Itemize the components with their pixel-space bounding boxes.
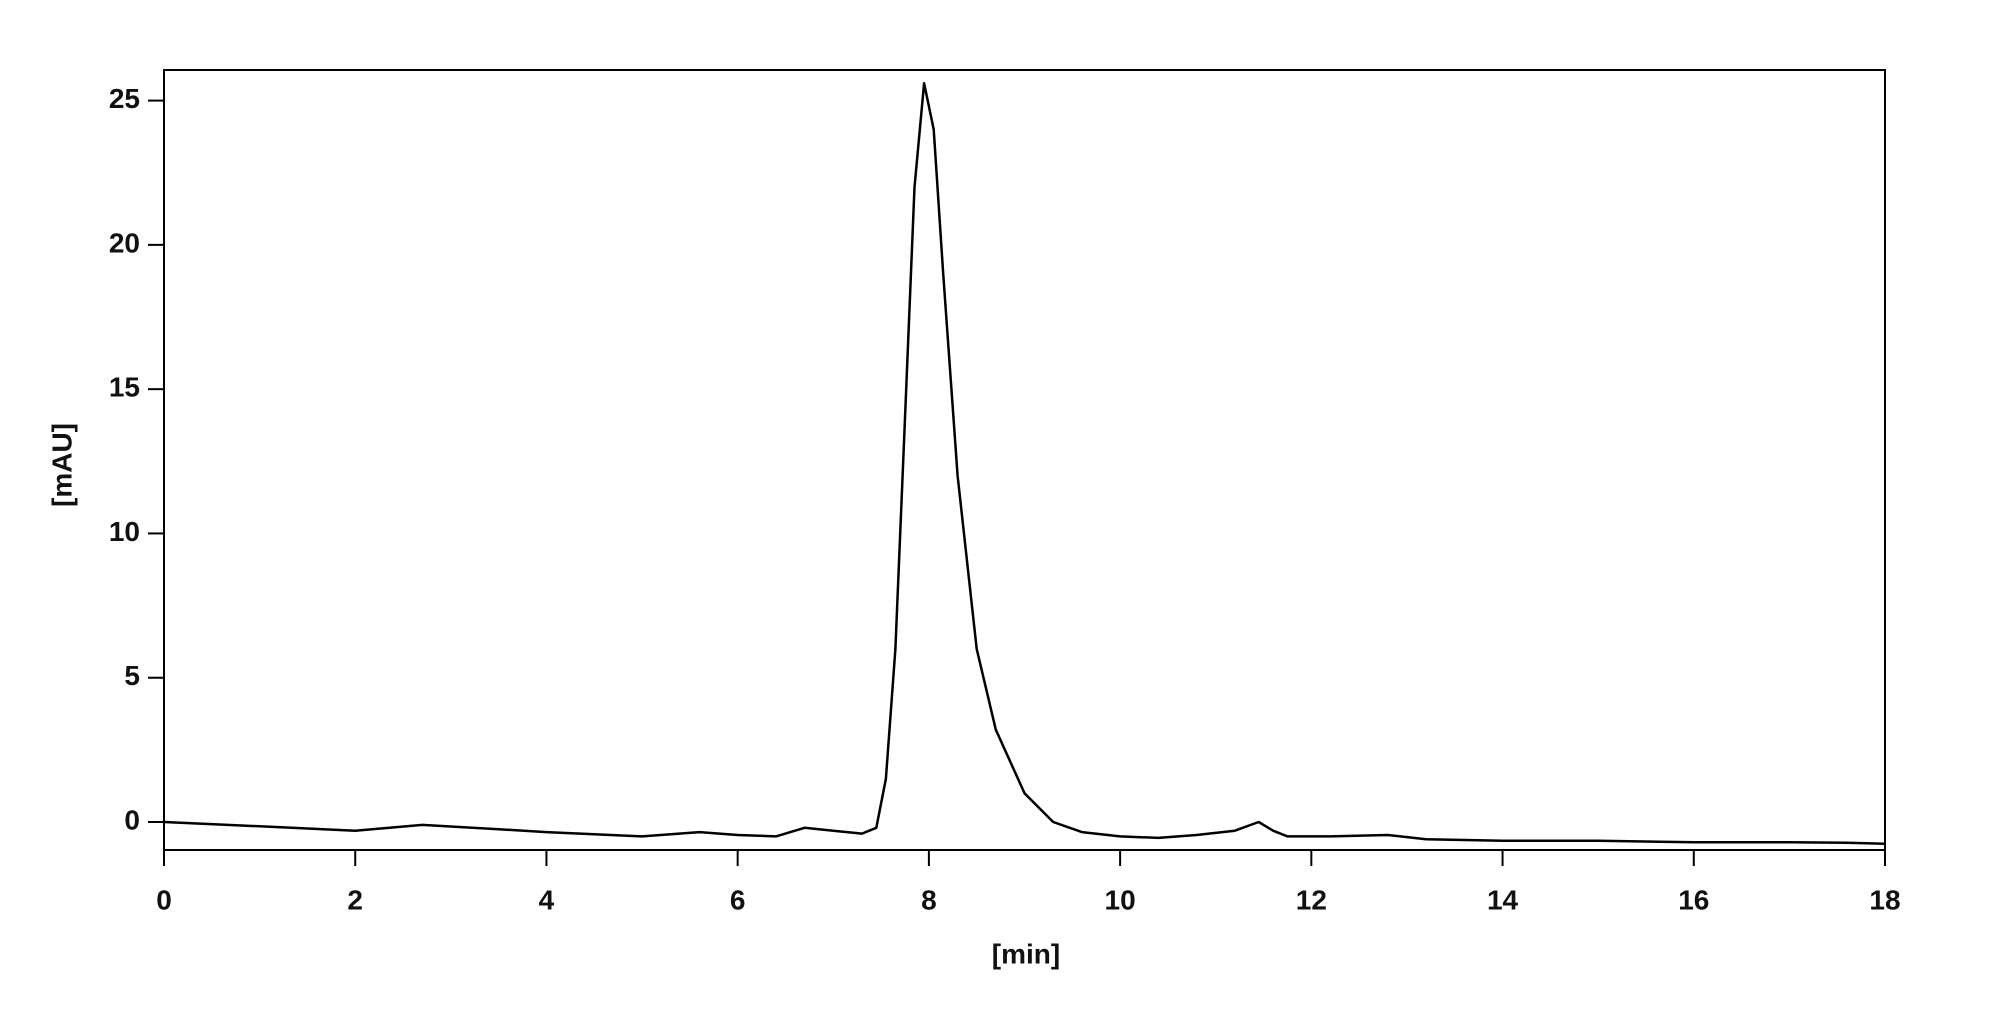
y-tick-label: 10: [109, 516, 140, 547]
x-tick-label: 4: [539, 884, 555, 915]
x-tick-label: 10: [1105, 884, 1136, 915]
y-tick-label: 5: [124, 660, 140, 691]
y-tick-label: 15: [109, 372, 140, 403]
data-line: [163, 82, 1886, 845]
x-tick-label: 16: [1678, 884, 1709, 915]
y-tick-label: 25: [109, 83, 140, 114]
x-tick-label: 0: [156, 884, 172, 915]
x-tick-label: 2: [347, 884, 363, 915]
x-tick-label: 18: [1869, 884, 1900, 915]
y-tick-label: 20: [109, 227, 140, 258]
y-tick-label: 0: [124, 804, 140, 835]
x-tick-label: 14: [1487, 884, 1519, 915]
plot-frame: [163, 69, 1886, 851]
x-tick-label: 6: [730, 884, 746, 915]
x-axis-label: [min]: [992, 938, 1060, 969]
x-tick-label: 12: [1296, 884, 1327, 915]
y-axis-label: [mAU]: [46, 423, 77, 507]
x-tick-label: 8: [921, 884, 937, 915]
